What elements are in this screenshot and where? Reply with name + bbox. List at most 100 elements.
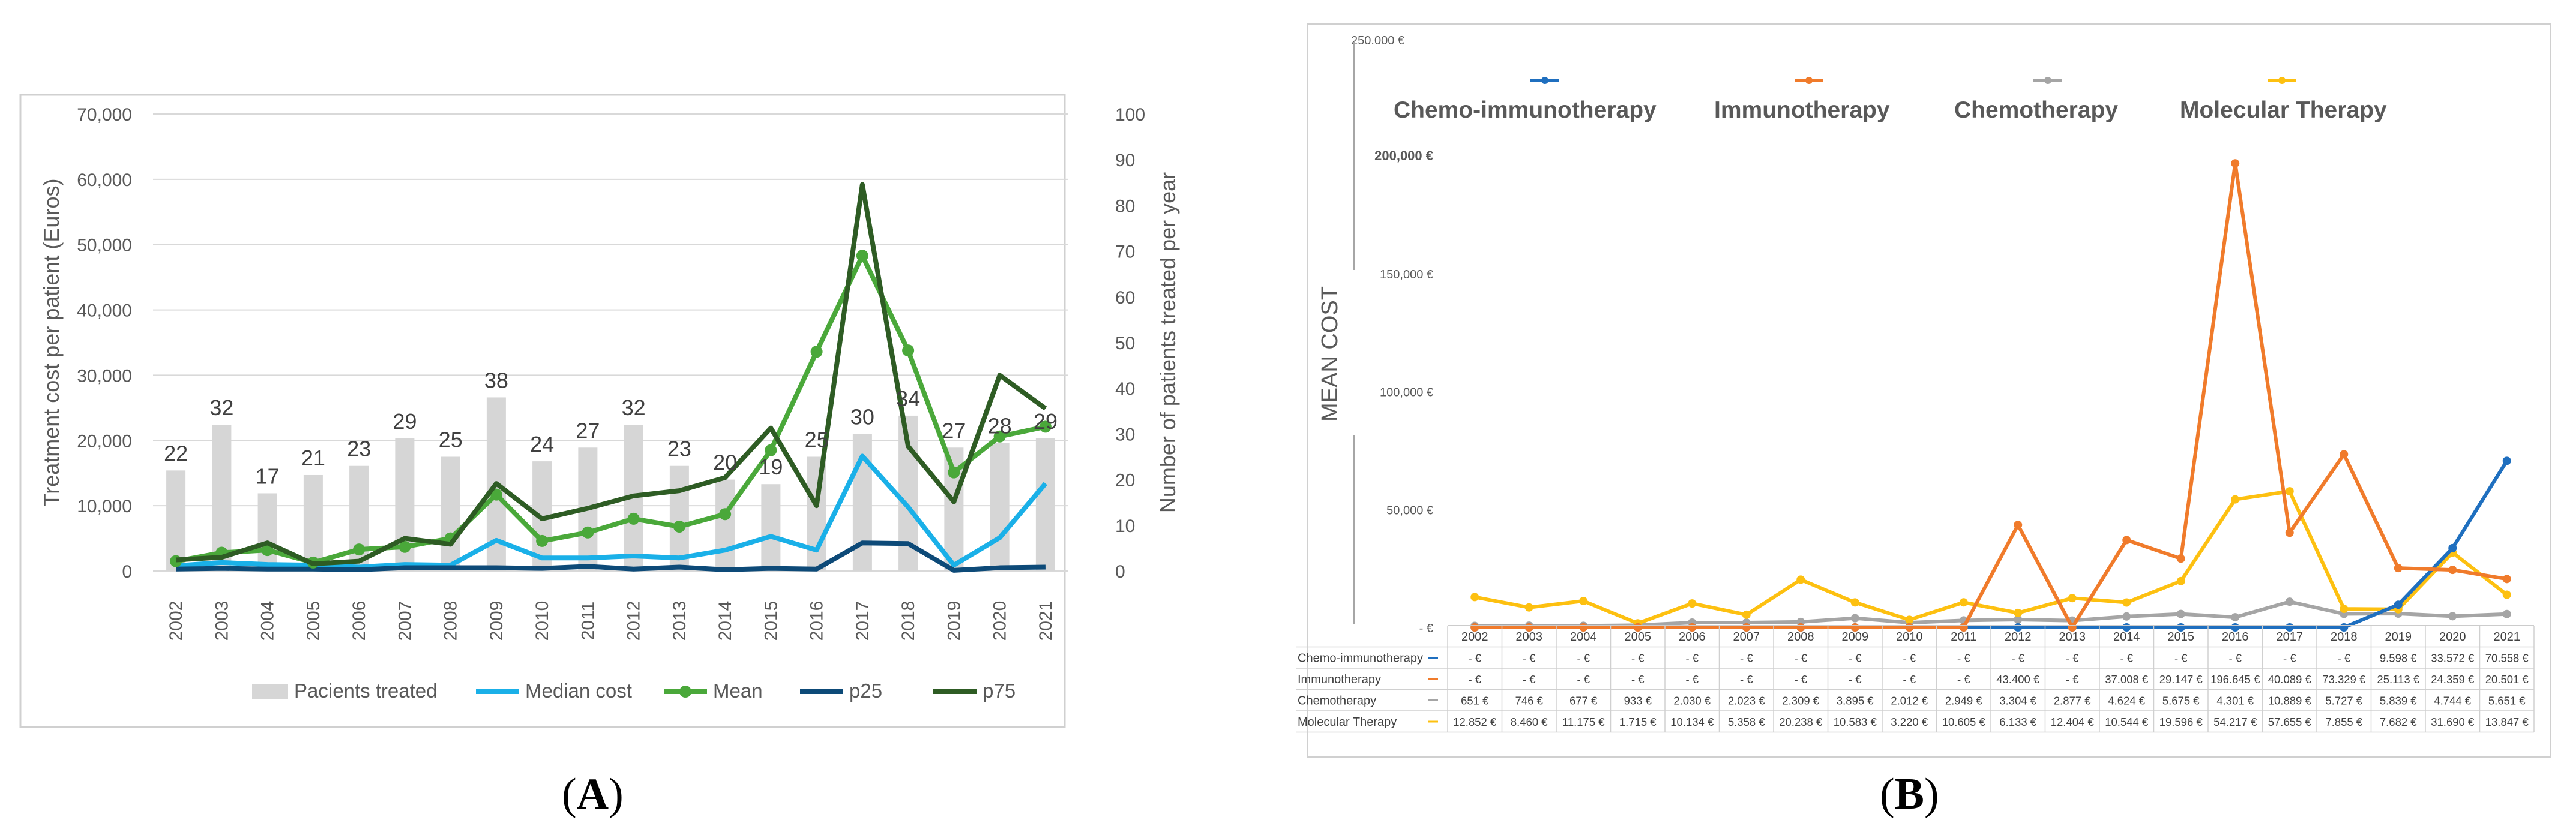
chart-b-point: [1850, 614, 1859, 623]
chart-a-bar-label: 23: [667, 437, 691, 461]
chart-b-point: [2502, 575, 2511, 584]
chart-b-table-year: 2006: [1679, 630, 1706, 644]
chart-b-table-cell: 2.949 €: [1945, 695, 1982, 707]
chart-a-bar-label: 32: [209, 395, 233, 420]
chart-a-bar-label: 27: [942, 418, 966, 443]
chart-a-bar-label: 32: [622, 395, 646, 420]
chart-b-table-cell: 12.404 €: [2051, 716, 2095, 728]
chart-b-table-cell: 13.847 €: [2485, 716, 2529, 728]
chart-a-bar-label: 19: [759, 455, 783, 479]
chart-a-point: [673, 520, 685, 533]
panel-a-letter: A: [576, 770, 609, 819]
chart-a-point: [261, 544, 274, 557]
chart-b-table-cell: 57.655 €: [2268, 716, 2312, 728]
chart-b-table-cell: 43.400 €: [1996, 673, 2040, 686]
chart-a-series-line: [175, 253, 1046, 565]
chart-b-table-cell: - €: [1849, 673, 1862, 686]
chart-b-table-cell: - €: [1577, 652, 1590, 665]
chart-b-legend-dot: [2044, 77, 2051, 84]
chart-b-table-year: 2005: [1625, 630, 1652, 644]
chart-b-table-cell: 33.572 €: [2431, 652, 2475, 665]
chart-a-point: [765, 444, 777, 456]
chart-a-xtick-label: 2009: [487, 601, 507, 641]
chart-b-table-cell: - €: [2066, 673, 2079, 686]
chart-b-table-year: 2009: [1842, 630, 1869, 644]
chart-a-point: [856, 250, 868, 262]
chart-a-bar: [1035, 438, 1055, 571]
chart-b-point: [2394, 564, 2403, 573]
chart-a-bar: [715, 479, 735, 571]
chart-b-table-cell: 3.304 €: [1999, 695, 2036, 707]
chart-b-point: [2068, 594, 2077, 603]
chart-b-table-year: 2018: [2331, 630, 2358, 644]
chart-a-y2tick-label: 20: [1115, 471, 1135, 491]
chart-b-table-cell: 20.238 €: [1779, 716, 1823, 728]
chart-a-legend-label: p25: [849, 680, 882, 702]
chart-a-bar: [669, 465, 689, 571]
chart-b-table-year: 2021: [2494, 630, 2521, 644]
chart-b-point: [2176, 609, 2185, 618]
chart-b-table-cell: - €: [1794, 652, 1807, 665]
chart-a-bar-label: 27: [576, 418, 600, 443]
chart-b-point: [1959, 598, 1968, 607]
chart-b-table-cell: - €: [1468, 652, 1481, 665]
chart-a-point: [1039, 420, 1052, 433]
chart-b-table-cell: - €: [1957, 652, 1970, 665]
chart-a-xtick-label: 2016: [807, 601, 827, 641]
chart-a-xtick-label: 2018: [898, 601, 918, 641]
chart-b-ytick-label: 50,000 €: [1386, 504, 1433, 517]
chart-a-ytick-label: 50,000: [77, 236, 132, 256]
chart-b-table-cell: 5.358 €: [1728, 716, 1765, 728]
chart-b-point: [2122, 612, 2131, 621]
chart-b-table-cell: - €: [1631, 673, 1645, 686]
chart-b-point: [1579, 597, 1588, 606]
chart-a-bar-label: 34: [896, 386, 920, 411]
chart-b-table-cell: - €: [1523, 652, 1536, 665]
chart-b-table-cell: - €: [1523, 673, 1536, 686]
chart-b-point: [1524, 603, 1533, 612]
chart-a-point: [536, 534, 549, 547]
chart-b-table-cell: 10.889 €: [2268, 695, 2312, 707]
chart-a-xtick-label: 2019: [944, 601, 964, 641]
chart-b-ylabel: MEAN COST: [1317, 286, 1343, 422]
chart-b-table-row-label: Chemo-immunotherapy: [1298, 652, 1423, 665]
chart-b-series-line: [1475, 161, 2508, 629]
chart-b-table-cell: 37.008 €: [2105, 673, 2149, 686]
chart-a-bar-label: 29: [1034, 409, 1058, 434]
panel-b-open: (: [1880, 770, 1895, 819]
chart-b-point: [1688, 599, 1697, 608]
chart-b-point: [1850, 598, 1859, 607]
chart-b-ytick-label: 150,000 €: [1380, 268, 1433, 281]
chart-a-xtick-label: 2008: [441, 601, 461, 641]
chart-a-xtick-label: 2013: [670, 601, 690, 641]
chart-b-point: [2394, 600, 2403, 609]
chart-a-y2tick-label: 10: [1115, 516, 1135, 536]
chart-a-xtick-label: 2004: [258, 601, 278, 641]
chart-b-legend-label: Chemo-immunotherapy: [1394, 97, 1657, 123]
chart-b-table-year: 2012: [2005, 630, 2032, 644]
chart-b-table-year: 2016: [2222, 630, 2249, 644]
chart-b-table-cell: 5.839 €: [2380, 695, 2417, 707]
chart-a-y2tick-label: 50: [1115, 334, 1135, 353]
chart-b-table-cell: - €: [1577, 673, 1590, 686]
chart-a-point: [490, 488, 502, 501]
chart-b-table-cell: - €: [1740, 652, 1753, 665]
chart-b-table-year: 2004: [1570, 630, 1597, 644]
chart-b-table-cell: 1.715 €: [1619, 716, 1657, 728]
chart-b-table-cell: 31.690 €: [2431, 716, 2475, 728]
chart-b-table-row-label: Chemotherapy: [1298, 695, 1376, 708]
chart-b-table-cell: - €: [2283, 652, 2296, 665]
chart-b-table-cell: 19.596 €: [2159, 716, 2203, 728]
chart-b-table-cell: - €: [1849, 652, 1862, 665]
chart-a-xtick-label: 2011: [578, 602, 598, 641]
chart-a-xtick-label: 2017: [853, 601, 873, 641]
chart-b-table-year: 2019: [2385, 630, 2412, 644]
chart-a-bar: [990, 443, 1010, 571]
chart-b-table-cell: 12.852 €: [1453, 716, 1497, 728]
chart-b-table-cell: 2.012 €: [1891, 695, 1928, 707]
chart-b-series-line: [1474, 489, 2508, 626]
chart-a-series-line: [176, 540, 1046, 573]
chart-b-table-cell: - €: [2011, 652, 2024, 665]
chart-a-legend-label: Mean: [713, 680, 763, 702]
chart-b-table-cell: - €: [1468, 673, 1481, 686]
